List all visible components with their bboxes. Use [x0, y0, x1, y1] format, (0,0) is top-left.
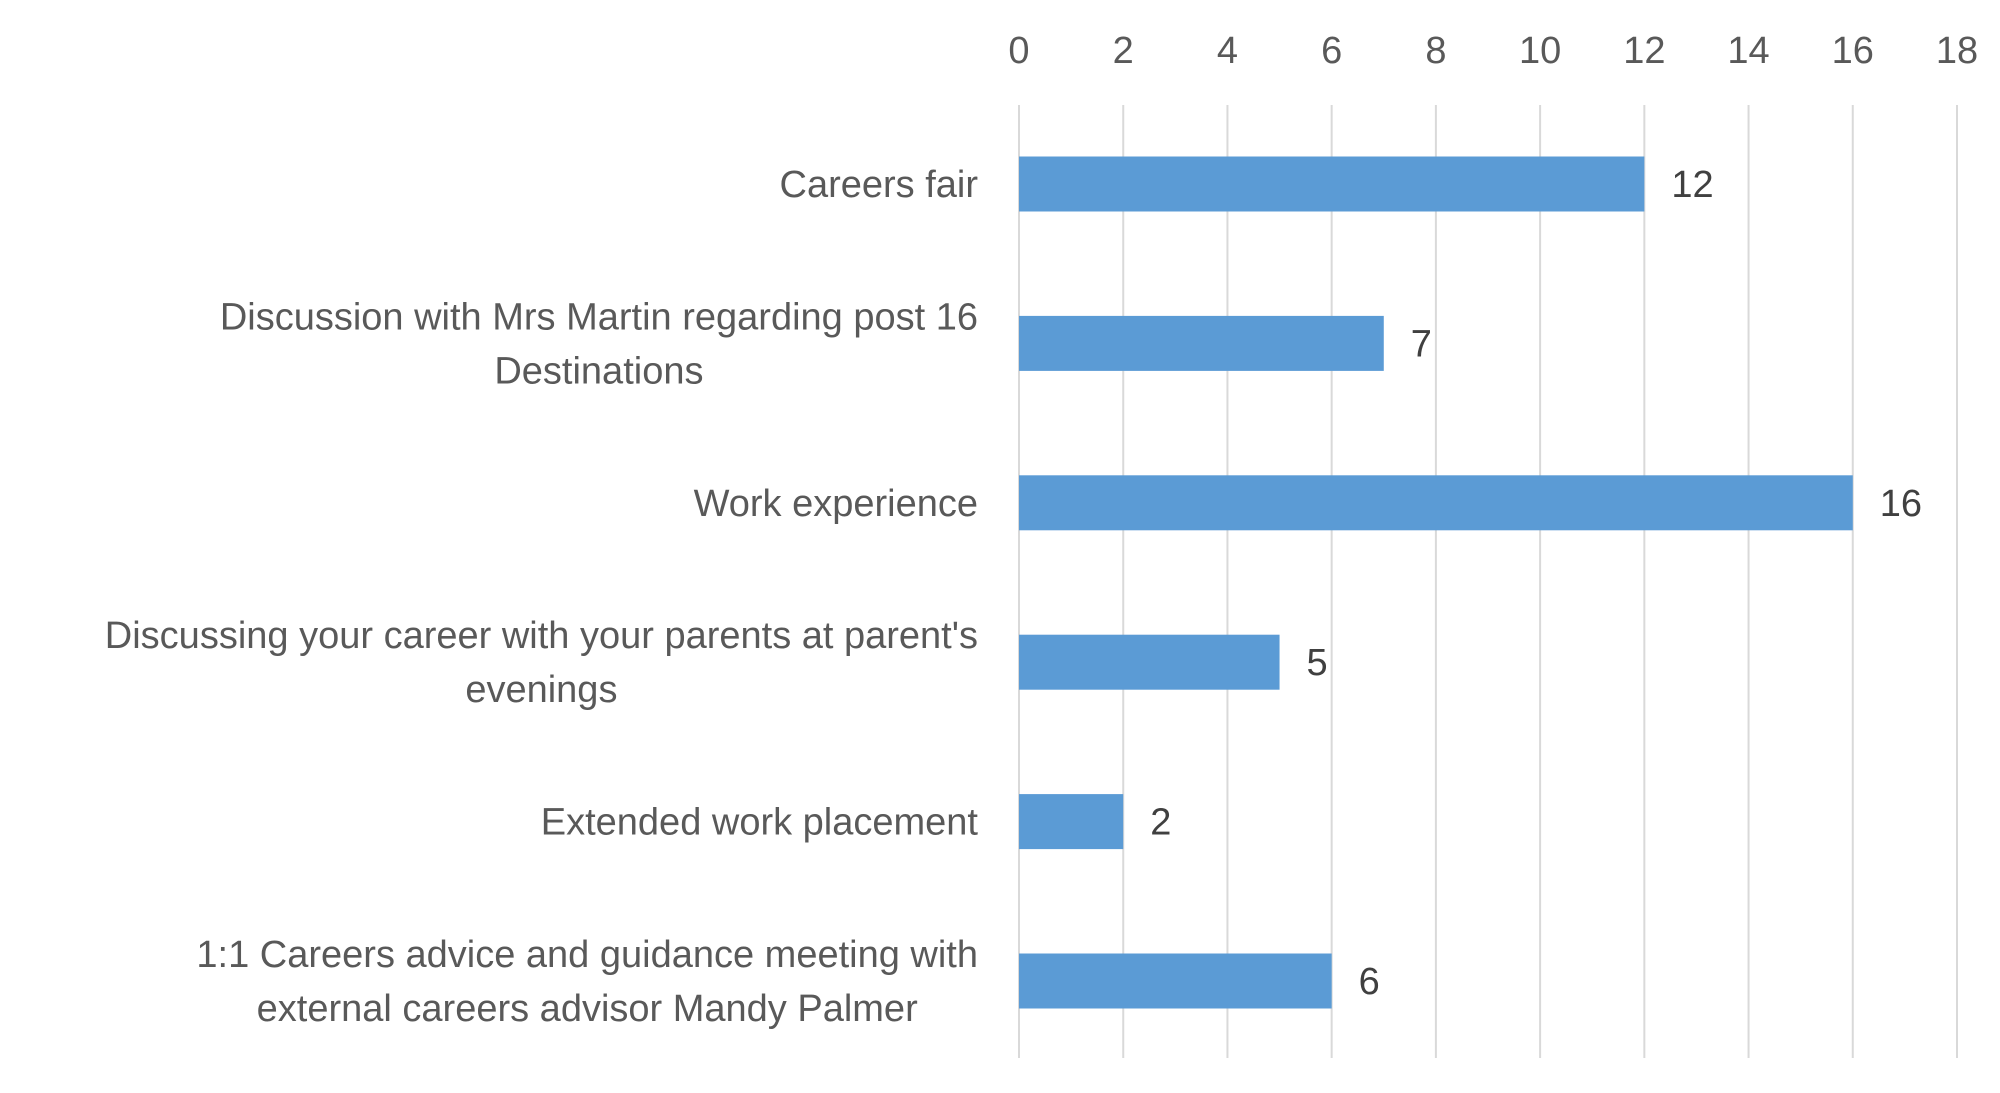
- x-tick-label: 14: [1727, 30, 1769, 72]
- category-label-line: 1:1 Careers advice and guidance meeting …: [196, 934, 978, 976]
- category-label: Discussing your career with your parents…: [105, 615, 978, 711]
- data-labels: 12 7 16 5 2 6: [1150, 164, 1922, 1003]
- category-label: Work experience: [694, 483, 978, 525]
- bar: [1019, 794, 1124, 850]
- category-label: 1:1 Careers advice and guidance meeting …: [196, 934, 978, 1030]
- bar: [1019, 953, 1332, 1009]
- bar-value-label: 5: [1307, 642, 1328, 684]
- x-tick-label: 12: [1623, 30, 1665, 72]
- category-label-line: Careers fair: [780, 164, 979, 206]
- x-tick-label: 6: [1321, 30, 1342, 72]
- x-tick-label: 0: [1008, 30, 1029, 72]
- category-label-line: Discussion with Mrs Martin regarding pos…: [220, 296, 978, 338]
- category-label-line: Discussing your career with your parents…: [105, 615, 978, 657]
- bar-value-label: 2: [1150, 802, 1171, 844]
- category-label-line: evenings: [465, 669, 617, 711]
- category-label-line: Destinations: [494, 350, 703, 392]
- category-labels: Careers fair Discussion with Mrs Martin r…: [105, 164, 979, 1030]
- bar: [1019, 634, 1280, 690]
- x-tick-label: 8: [1425, 30, 1446, 72]
- x-axis-ticks: 0 2 4 6 8 10 12 14 16 18: [1008, 30, 1978, 72]
- x-tick-label: 16: [1832, 30, 1874, 72]
- category-label-line: external careers advisor Mandy Palmer: [257, 988, 918, 1030]
- bars: [1019, 156, 1853, 1009]
- bar-value-label: 7: [1411, 323, 1432, 365]
- x-tick-label: 2: [1113, 30, 1134, 72]
- bar: [1019, 475, 1853, 531]
- bar: [1019, 315, 1384, 371]
- bar-value-label: 12: [1671, 164, 1713, 206]
- bar: [1019, 156, 1645, 212]
- category-label-line: Extended work placement: [541, 802, 979, 844]
- gridlines: [1018, 105, 1958, 1058]
- category-label-line: Work experience: [694, 483, 978, 525]
- x-tick-label: 4: [1217, 30, 1238, 72]
- x-tick-label: 10: [1519, 30, 1561, 72]
- bar-value-label: 6: [1359, 961, 1380, 1003]
- category-label: Careers fair: [780, 164, 979, 206]
- category-label: Extended work placement: [541, 802, 979, 844]
- category-label: Discussion with Mrs Martin regarding pos…: [220, 296, 978, 392]
- bar-value-label: 16: [1880, 483, 1922, 525]
- x-tick-label: 18: [1936, 30, 1978, 72]
